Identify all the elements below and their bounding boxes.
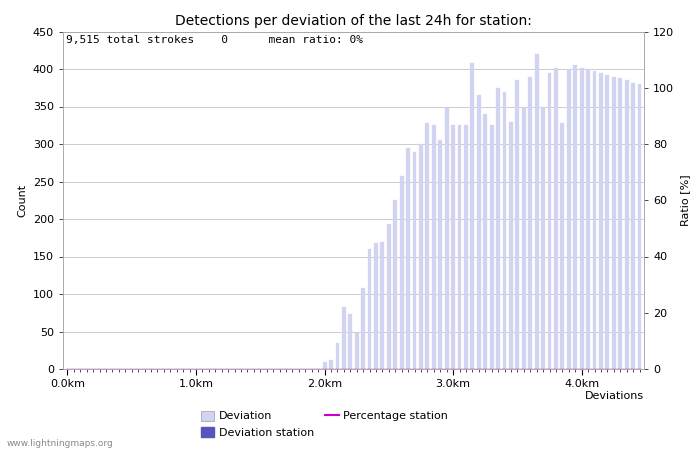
Bar	[606, 75, 609, 369]
Bar	[458, 125, 461, 369]
Bar	[355, 333, 358, 369]
Bar	[438, 140, 442, 369]
Bar	[515, 80, 519, 369]
Bar	[612, 76, 616, 369]
Bar	[561, 123, 564, 369]
Bar	[554, 68, 558, 369]
Bar	[470, 63, 475, 369]
Bar	[323, 361, 326, 369]
Y-axis label: Count: Count	[18, 184, 27, 217]
Bar	[393, 200, 397, 369]
Bar	[624, 80, 629, 369]
Bar	[406, 148, 410, 369]
Bar	[573, 65, 578, 369]
Bar	[335, 343, 340, 369]
Bar	[419, 144, 423, 369]
Text: Deviations: Deviations	[585, 391, 644, 401]
Bar	[464, 125, 468, 369]
Bar	[368, 249, 372, 369]
Bar	[426, 123, 429, 369]
Bar	[547, 73, 552, 369]
Bar	[586, 69, 590, 369]
Bar	[522, 107, 526, 369]
Bar	[342, 307, 346, 369]
Bar	[541, 107, 545, 369]
Bar	[477, 95, 481, 369]
Bar	[374, 243, 378, 369]
Bar	[400, 176, 404, 369]
Bar	[452, 125, 455, 369]
Legend: Deviation, Deviation station, Percentage station: Deviation, Deviation station, Percentage…	[201, 410, 448, 438]
Bar	[638, 84, 641, 369]
Text: 9,515 total strokes    0      mean ratio: 0%: 9,515 total strokes 0 mean ratio: 0%	[66, 35, 363, 45]
Text: www.lightningmaps.org: www.lightningmaps.org	[7, 439, 113, 448]
Bar	[361, 288, 365, 369]
Bar	[381, 242, 384, 369]
Bar	[444, 107, 449, 369]
Bar	[580, 68, 584, 369]
Bar	[528, 76, 532, 369]
Bar	[567, 69, 570, 369]
Bar	[509, 122, 513, 369]
Bar	[349, 314, 352, 369]
Bar	[503, 91, 507, 369]
Bar	[593, 71, 596, 369]
Bar	[329, 360, 333, 369]
Title: Detections per deviation of the last 24h for station:: Detections per deviation of the last 24h…	[175, 14, 532, 27]
Bar	[631, 82, 635, 369]
Y-axis label: Ratio [%]: Ratio [%]	[680, 175, 689, 226]
Bar	[599, 73, 603, 369]
Bar	[490, 125, 493, 369]
Bar	[412, 152, 416, 369]
Bar	[496, 88, 500, 369]
Bar	[618, 78, 622, 369]
Bar	[387, 224, 391, 369]
Bar	[483, 114, 487, 369]
Bar	[535, 54, 538, 369]
Bar	[432, 125, 436, 369]
